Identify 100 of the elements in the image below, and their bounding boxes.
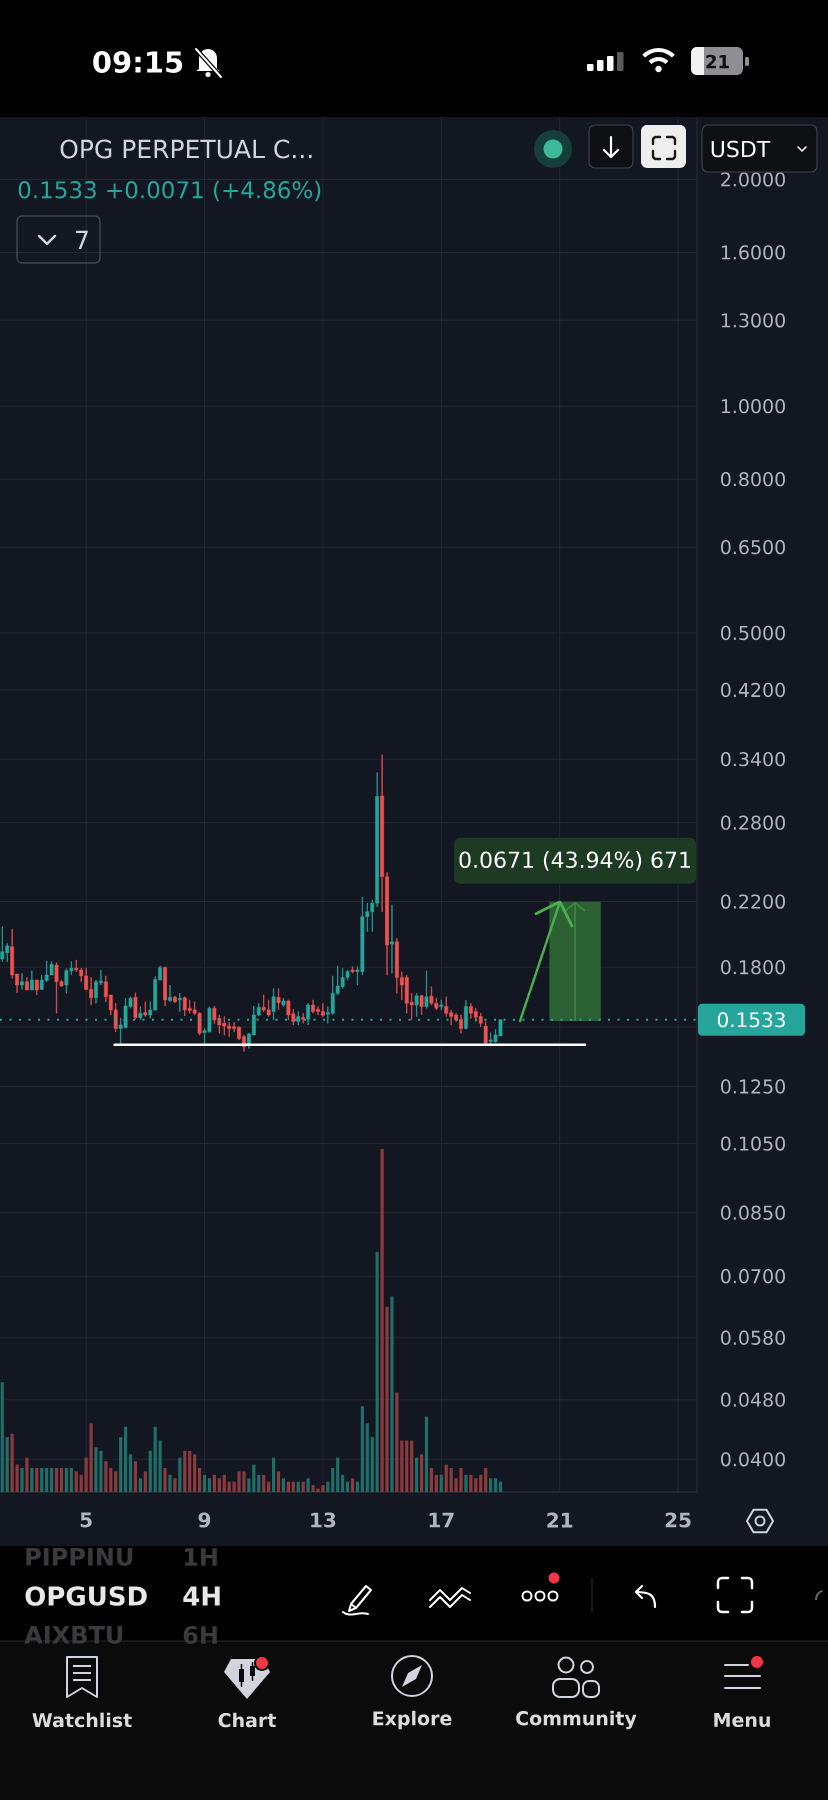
- annotation: 7: [76, 230, 88, 250]
- bar: [123, 1426, 128, 1492]
- y-tick-label: 2.0000: [721, 172, 785, 187]
- bar: [74, 1471, 78, 1492]
- y-tick-label: 0.4200: [721, 682, 785, 698]
- x-tick-label: 5: [80, 1512, 92, 1528]
- bar: [30, 1467, 34, 1492]
- bar: [301, 1481, 305, 1492]
- bar: [479, 1474, 483, 1492]
- candlestick: [133, 992, 138, 1020]
- bar: [138, 1478, 142, 1492]
- bar: [5, 1437, 9, 1492]
- bar: [20, 1467, 24, 1492]
- x-tick-label: 9: [198, 1512, 211, 1528]
- candlestick: [281, 997, 286, 1007]
- bar: [128, 1454, 133, 1492]
- bar: [212, 1474, 216, 1492]
- bar: [493, 1478, 498, 1492]
- bar: [222, 1474, 226, 1492]
- text: 4H: [183, 1586, 220, 1606]
- text: OPG PERPETUAL C...: [60, 139, 312, 159]
- candlestick: [350, 966, 355, 974]
- y-tick-label: 0.2200: [721, 894, 785, 909]
- candlestick: [0, 926, 5, 962]
- bar: [276, 1471, 281, 1492]
- candlestick: [29, 970, 34, 991]
- bar: [158, 1440, 162, 1492]
- bar: [390, 1296, 394, 1492]
- y-tick-label: 0.3400: [721, 751, 785, 767]
- bar: [262, 1474, 266, 1492]
- candlestick: [390, 904, 394, 974]
- bar: [336, 1457, 340, 1492]
- bar: [484, 1467, 488, 1492]
- bar: [405, 1440, 409, 1492]
- candlestick: [34, 979, 39, 996]
- text: Chart: [218, 1712, 276, 1728]
- bar: [227, 1481, 231, 1492]
- ref-line-label: 0.1533: [717, 1012, 785, 1028]
- bar: [424, 1416, 429, 1492]
- bar: [188, 1450, 192, 1492]
- text: 0.1533 +0.0071 (+4.86%): [18, 180, 321, 202]
- candlestick: [20, 972, 24, 990]
- candlestick: [163, 966, 167, 1007]
- text: PIPPINU: [26, 1548, 133, 1566]
- bar: [419, 1454, 424, 1492]
- bar: [489, 1478, 493, 1492]
- bar: [444, 1464, 448, 1492]
- bar: [286, 1481, 290, 1492]
- bar: [469, 1474, 473, 1492]
- candlestick: [439, 999, 444, 1011]
- bar: [257, 1474, 261, 1492]
- bar: [434, 1474, 438, 1492]
- y-tick-label: 0.8000: [721, 471, 785, 487]
- candlestick: [25, 977, 29, 991]
- bar: [296, 1481, 300, 1492]
- bar: [464, 1474, 468, 1492]
- text: Community: [516, 1710, 637, 1730]
- bar: [89, 1423, 93, 1492]
- bar: [178, 1457, 182, 1492]
- bar: [439, 1474, 443, 1492]
- bar: [50, 1467, 54, 1492]
- bar: [35, 1467, 39, 1492]
- bar: [109, 1467, 113, 1492]
- bar: [59, 1467, 64, 1492]
- bar: [153, 1426, 157, 1492]
- bar: [271, 1457, 276, 1492]
- bar: [69, 1467, 73, 1492]
- bar: [474, 1478, 478, 1492]
- x-tick-label: 13: [311, 1512, 336, 1528]
- bar: [168, 1474, 172, 1492]
- bar: [291, 1481, 295, 1492]
- bar: [183, 1450, 187, 1492]
- candlestick: [143, 1001, 148, 1017]
- bar: [355, 1481, 360, 1492]
- bar: [114, 1471, 118, 1492]
- bar: [498, 1481, 503, 1492]
- bar: [360, 1406, 364, 1492]
- candlestick: [177, 993, 182, 1012]
- bar: [163, 1467, 167, 1492]
- bar: [350, 1478, 355, 1492]
- bar: [193, 1454, 197, 1492]
- text: 09:15: [93, 51, 183, 73]
- candlestick: [424, 970, 429, 1009]
- bar: [143, 1471, 147, 1492]
- y-tick-label: 0.2800: [721, 815, 785, 830]
- bar: [281, 1478, 286, 1492]
- bar: [395, 1392, 399, 1492]
- text: Explore: [373, 1710, 452, 1730]
- bar: [119, 1437, 123, 1492]
- candlestick: [173, 995, 177, 1004]
- bar: [365, 1423, 369, 1492]
- text: USDT: [711, 140, 771, 158]
- y-tick-label: 0.0850: [721, 1205, 785, 1220]
- candlestick: [276, 988, 281, 1011]
- bar: [306, 1478, 310, 1492]
- y-tick-label: 1.0000: [721, 398, 785, 414]
- bar: [207, 1478, 212, 1492]
- y-tick-label: 0.0400: [721, 1452, 785, 1467]
- y-tick-label: 0.1050: [721, 1136, 785, 1151]
- bar: [370, 1437, 374, 1492]
